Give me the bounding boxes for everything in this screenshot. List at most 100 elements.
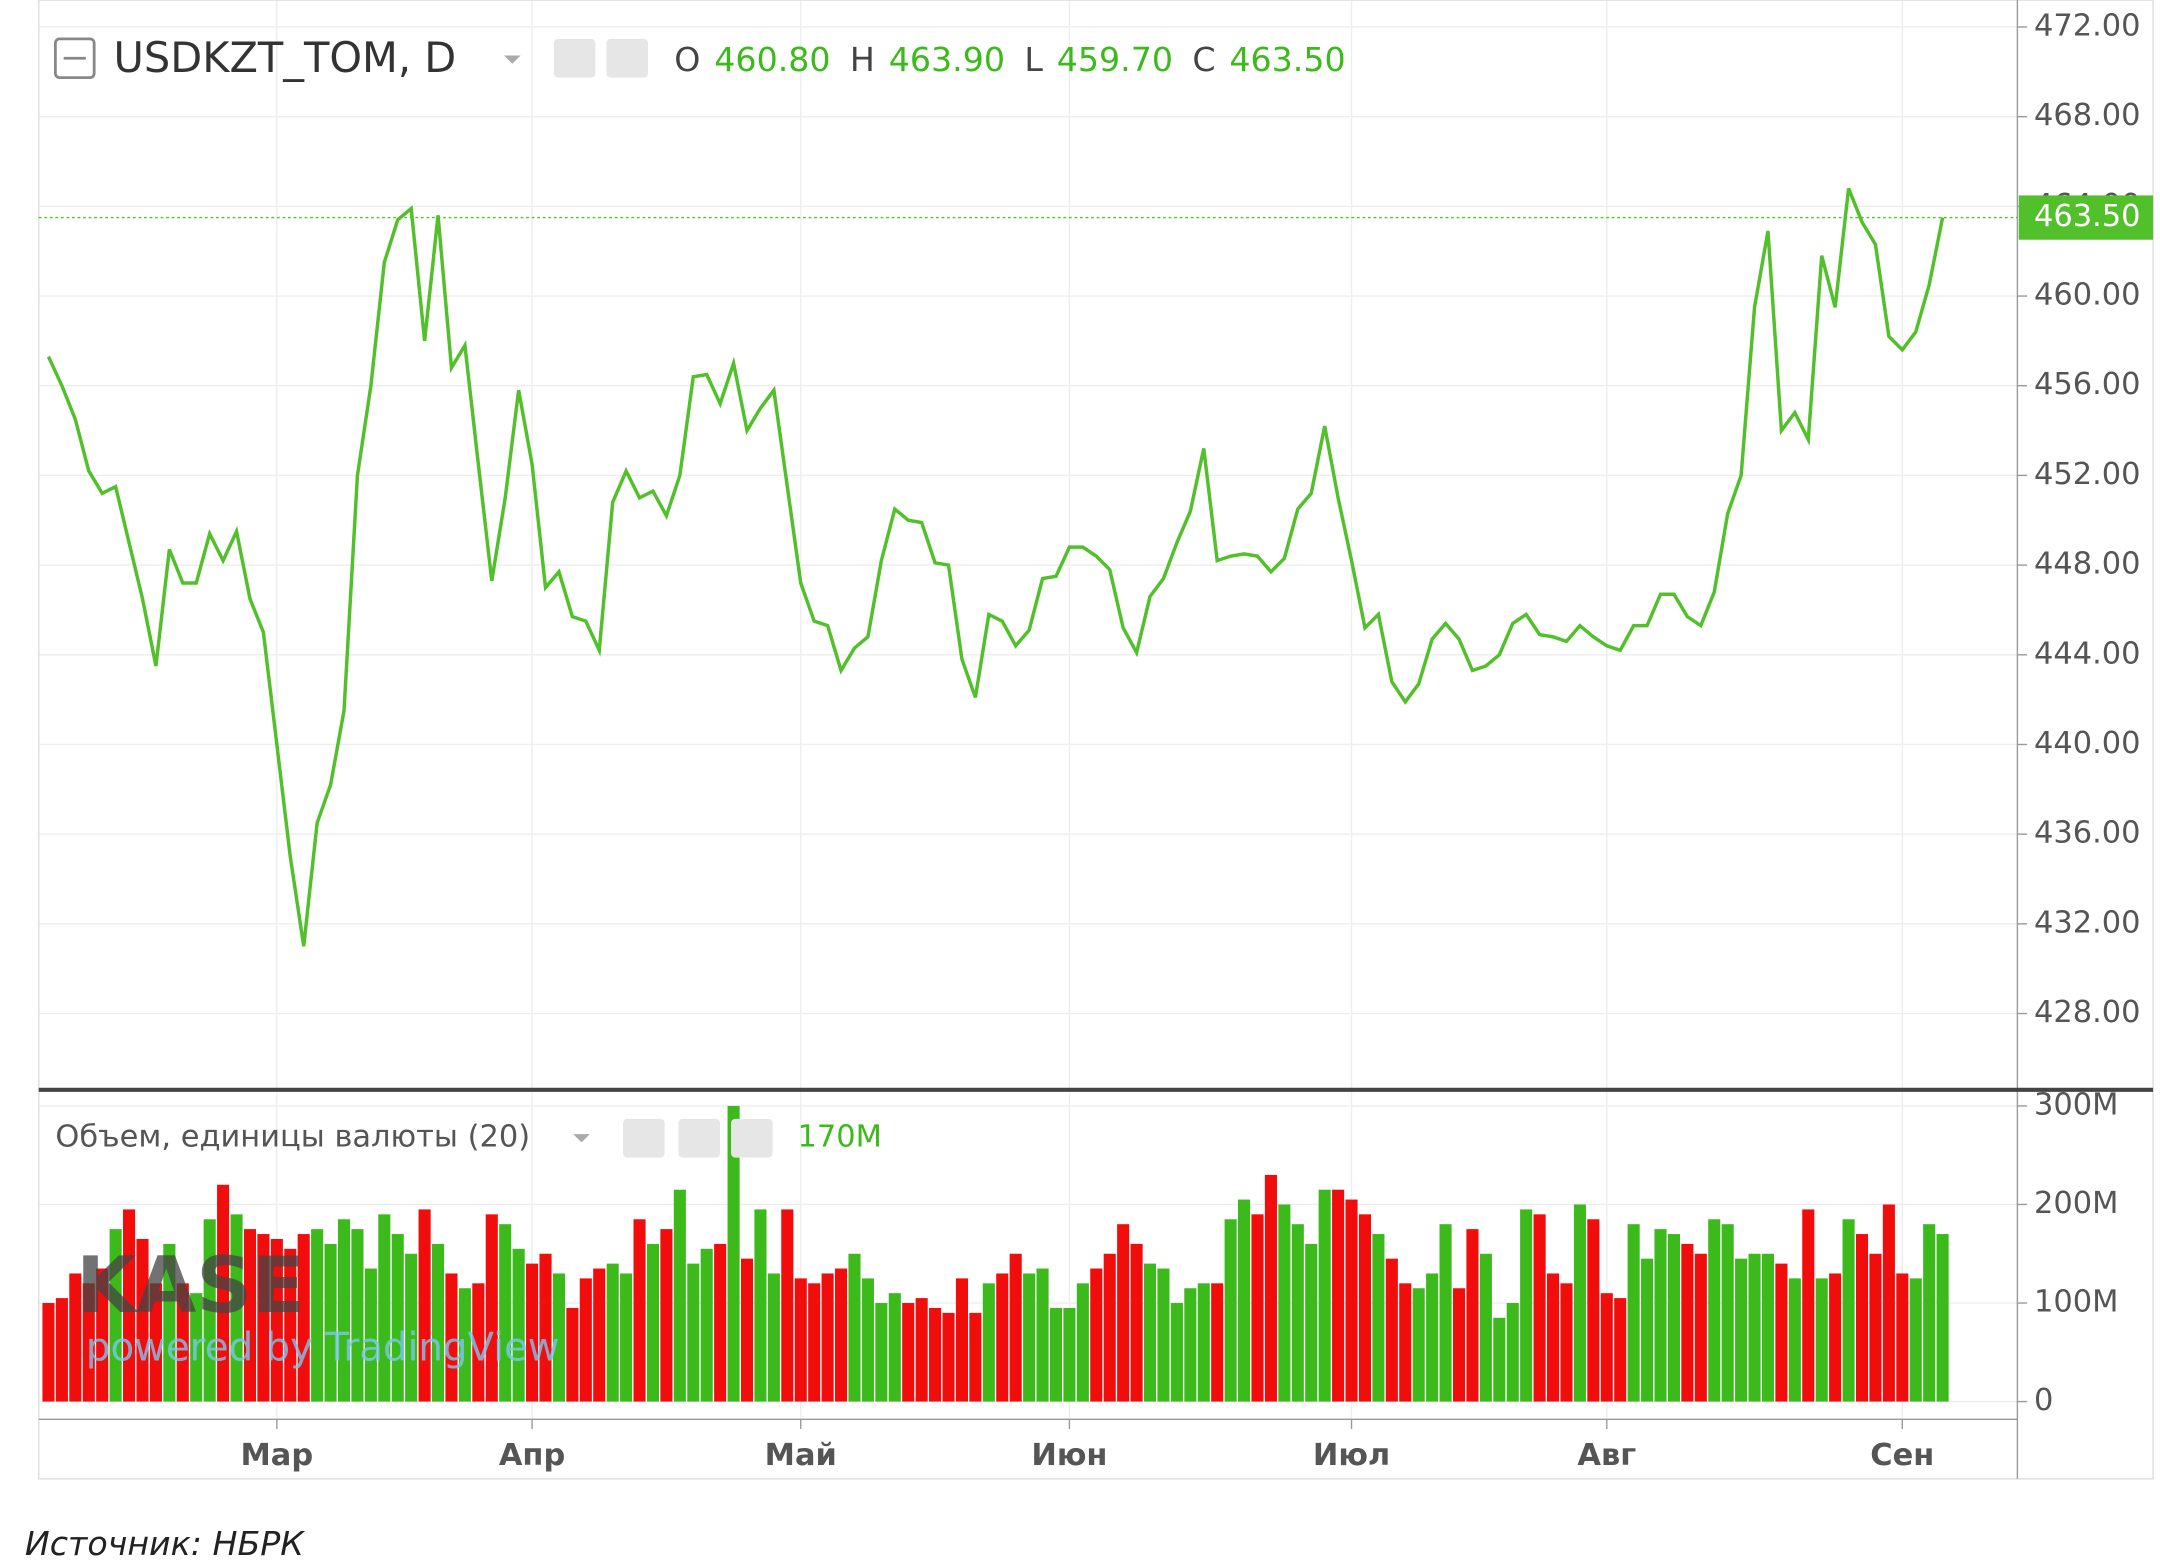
y-tick-label: 440.00 [2034, 726, 2141, 761]
y-tick-label: 436.00 [2034, 816, 2141, 851]
volume-bar [243, 1229, 257, 1402]
volume-bar [458, 1288, 471, 1402]
volume-bar [566, 1307, 579, 1402]
volume-bar [1614, 1298, 1627, 1402]
volume-bar [539, 1253, 552, 1402]
dropdown-arrow[interactable] [504, 55, 521, 64]
dropdown-arrow[interactable] [573, 1134, 590, 1143]
volume-bar [1224, 1219, 1237, 1402]
volume-bar [1573, 1204, 1586, 1402]
eye-icon[interactable] [553, 38, 596, 78]
volume-bar [472, 1283, 485, 1402]
x-tick-label: Мар [241, 1438, 314, 1473]
volume-bar [499, 1224, 512, 1402]
volume-bar [915, 1298, 928, 1402]
volume-bar [1238, 1199, 1251, 1402]
volume-bar [1708, 1219, 1721, 1402]
volume-bar [69, 1273, 82, 1402]
ohlc: O 460.80 H 463.90 L 459.70 C 463.50 [674, 40, 1345, 79]
volume-bar [1869, 1253, 1882, 1402]
volume-bar [1815, 1278, 1828, 1402]
volume-bar [351, 1229, 364, 1402]
volume-bar [1896, 1273, 1909, 1402]
grid [38, 0, 2018, 1420]
volume-bar [1627, 1224, 1640, 1402]
volume-bar [727, 1105, 740, 1402]
volume-bar [673, 1189, 686, 1402]
watermark-brand: KASE [76, 1241, 305, 1331]
volume-bar [270, 1238, 283, 1402]
volume-bar [1909, 1278, 1922, 1402]
volume-bar [1439, 1224, 1452, 1402]
y-tick-label: 300M [2034, 1087, 2118, 1122]
volume-bar [297, 1234, 310, 1402]
volume-bar [606, 1263, 619, 1402]
volume-title: Объем, единицы валюты (20) [55, 1120, 530, 1155]
volume-bar [203, 1219, 216, 1402]
volume-bar [1802, 1209, 1815, 1402]
volume-bar [176, 1283, 189, 1402]
volume-bar [284, 1248, 297, 1402]
watermark-powered: powered by TradingView [86, 1326, 560, 1371]
volume-bar [1560, 1283, 1573, 1402]
volume-bar [633, 1219, 646, 1402]
volume-bar [1667, 1234, 1680, 1402]
x-tick-label: Апр [499, 1438, 565, 1473]
y-tick-label: 460.00 [2034, 278, 2141, 313]
volume-bar [163, 1243, 176, 1402]
volume-bar [1009, 1253, 1022, 1402]
volume-bar [1211, 1283, 1224, 1402]
volume-bar [821, 1273, 834, 1402]
volume-bar [660, 1229, 673, 1402]
volume-bar [123, 1209, 136, 1402]
close-icon[interactable] [731, 1118, 773, 1158]
volume-bar [337, 1219, 351, 1402]
volume-bar [1358, 1214, 1372, 1402]
volume-bar [431, 1243, 445, 1402]
x-tick-label: Сен [1870, 1438, 1934, 1473]
volume-bar [257, 1234, 270, 1402]
volume-bar [378, 1214, 391, 1402]
volume-bar [1694, 1253, 1707, 1402]
volume-bar [794, 1278, 807, 1402]
gear-icon[interactable] [606, 38, 648, 78]
volume-bar [1466, 1229, 1479, 1402]
y-tick-label: 472.00 [2034, 8, 2141, 43]
volume-bar [1278, 1204, 1291, 1402]
volume-bar [109, 1229, 122, 1402]
y-tick-label: 456.00 [2034, 367, 2141, 402]
volume-bar [1184, 1288, 1197, 1402]
x-tick-label: Авг [1577, 1438, 1636, 1473]
collapse-icon[interactable] [54, 37, 96, 79]
ohlc-key: C [1192, 40, 1215, 79]
volume-bar [1318, 1189, 1331, 1402]
volume-bar [1721, 1224, 1734, 1402]
volume-bar [1264, 1174, 1277, 1402]
volume-bar [1251, 1214, 1264, 1402]
volume-bar [982, 1283, 995, 1402]
volume-bar [1332, 1189, 1345, 1402]
y-tick-label: 444.00 [2034, 636, 2141, 671]
volume-bar [1036, 1268, 1049, 1402]
volume-bar [1520, 1209, 1533, 1402]
volume-bar [1654, 1229, 1667, 1402]
volume-bar [1748, 1253, 1761, 1402]
volume-bar [593, 1268, 606, 1402]
volume-bar [82, 1283, 95, 1402]
volume-bar [1506, 1303, 1519, 1402]
eye-icon[interactable] [623, 1118, 665, 1158]
volume-bar [1775, 1263, 1788, 1402]
ohlc-key: H [850, 40, 875, 79]
volume-bar [149, 1283, 162, 1402]
gear-icon[interactable] [678, 1118, 720, 1158]
volume-bar [1829, 1273, 1842, 1402]
volume-bar [485, 1214, 498, 1402]
ohlc-key: L [1024, 40, 1043, 79]
volume-bar [512, 1248, 525, 1402]
ohlc-value: 463.90 [889, 40, 1005, 79]
volume-bar [1479, 1253, 1492, 1402]
volume-bar [1170, 1303, 1183, 1402]
volume-bar [646, 1243, 660, 1402]
volume-bar [1305, 1243, 1318, 1402]
volume-bar [808, 1283, 821, 1402]
